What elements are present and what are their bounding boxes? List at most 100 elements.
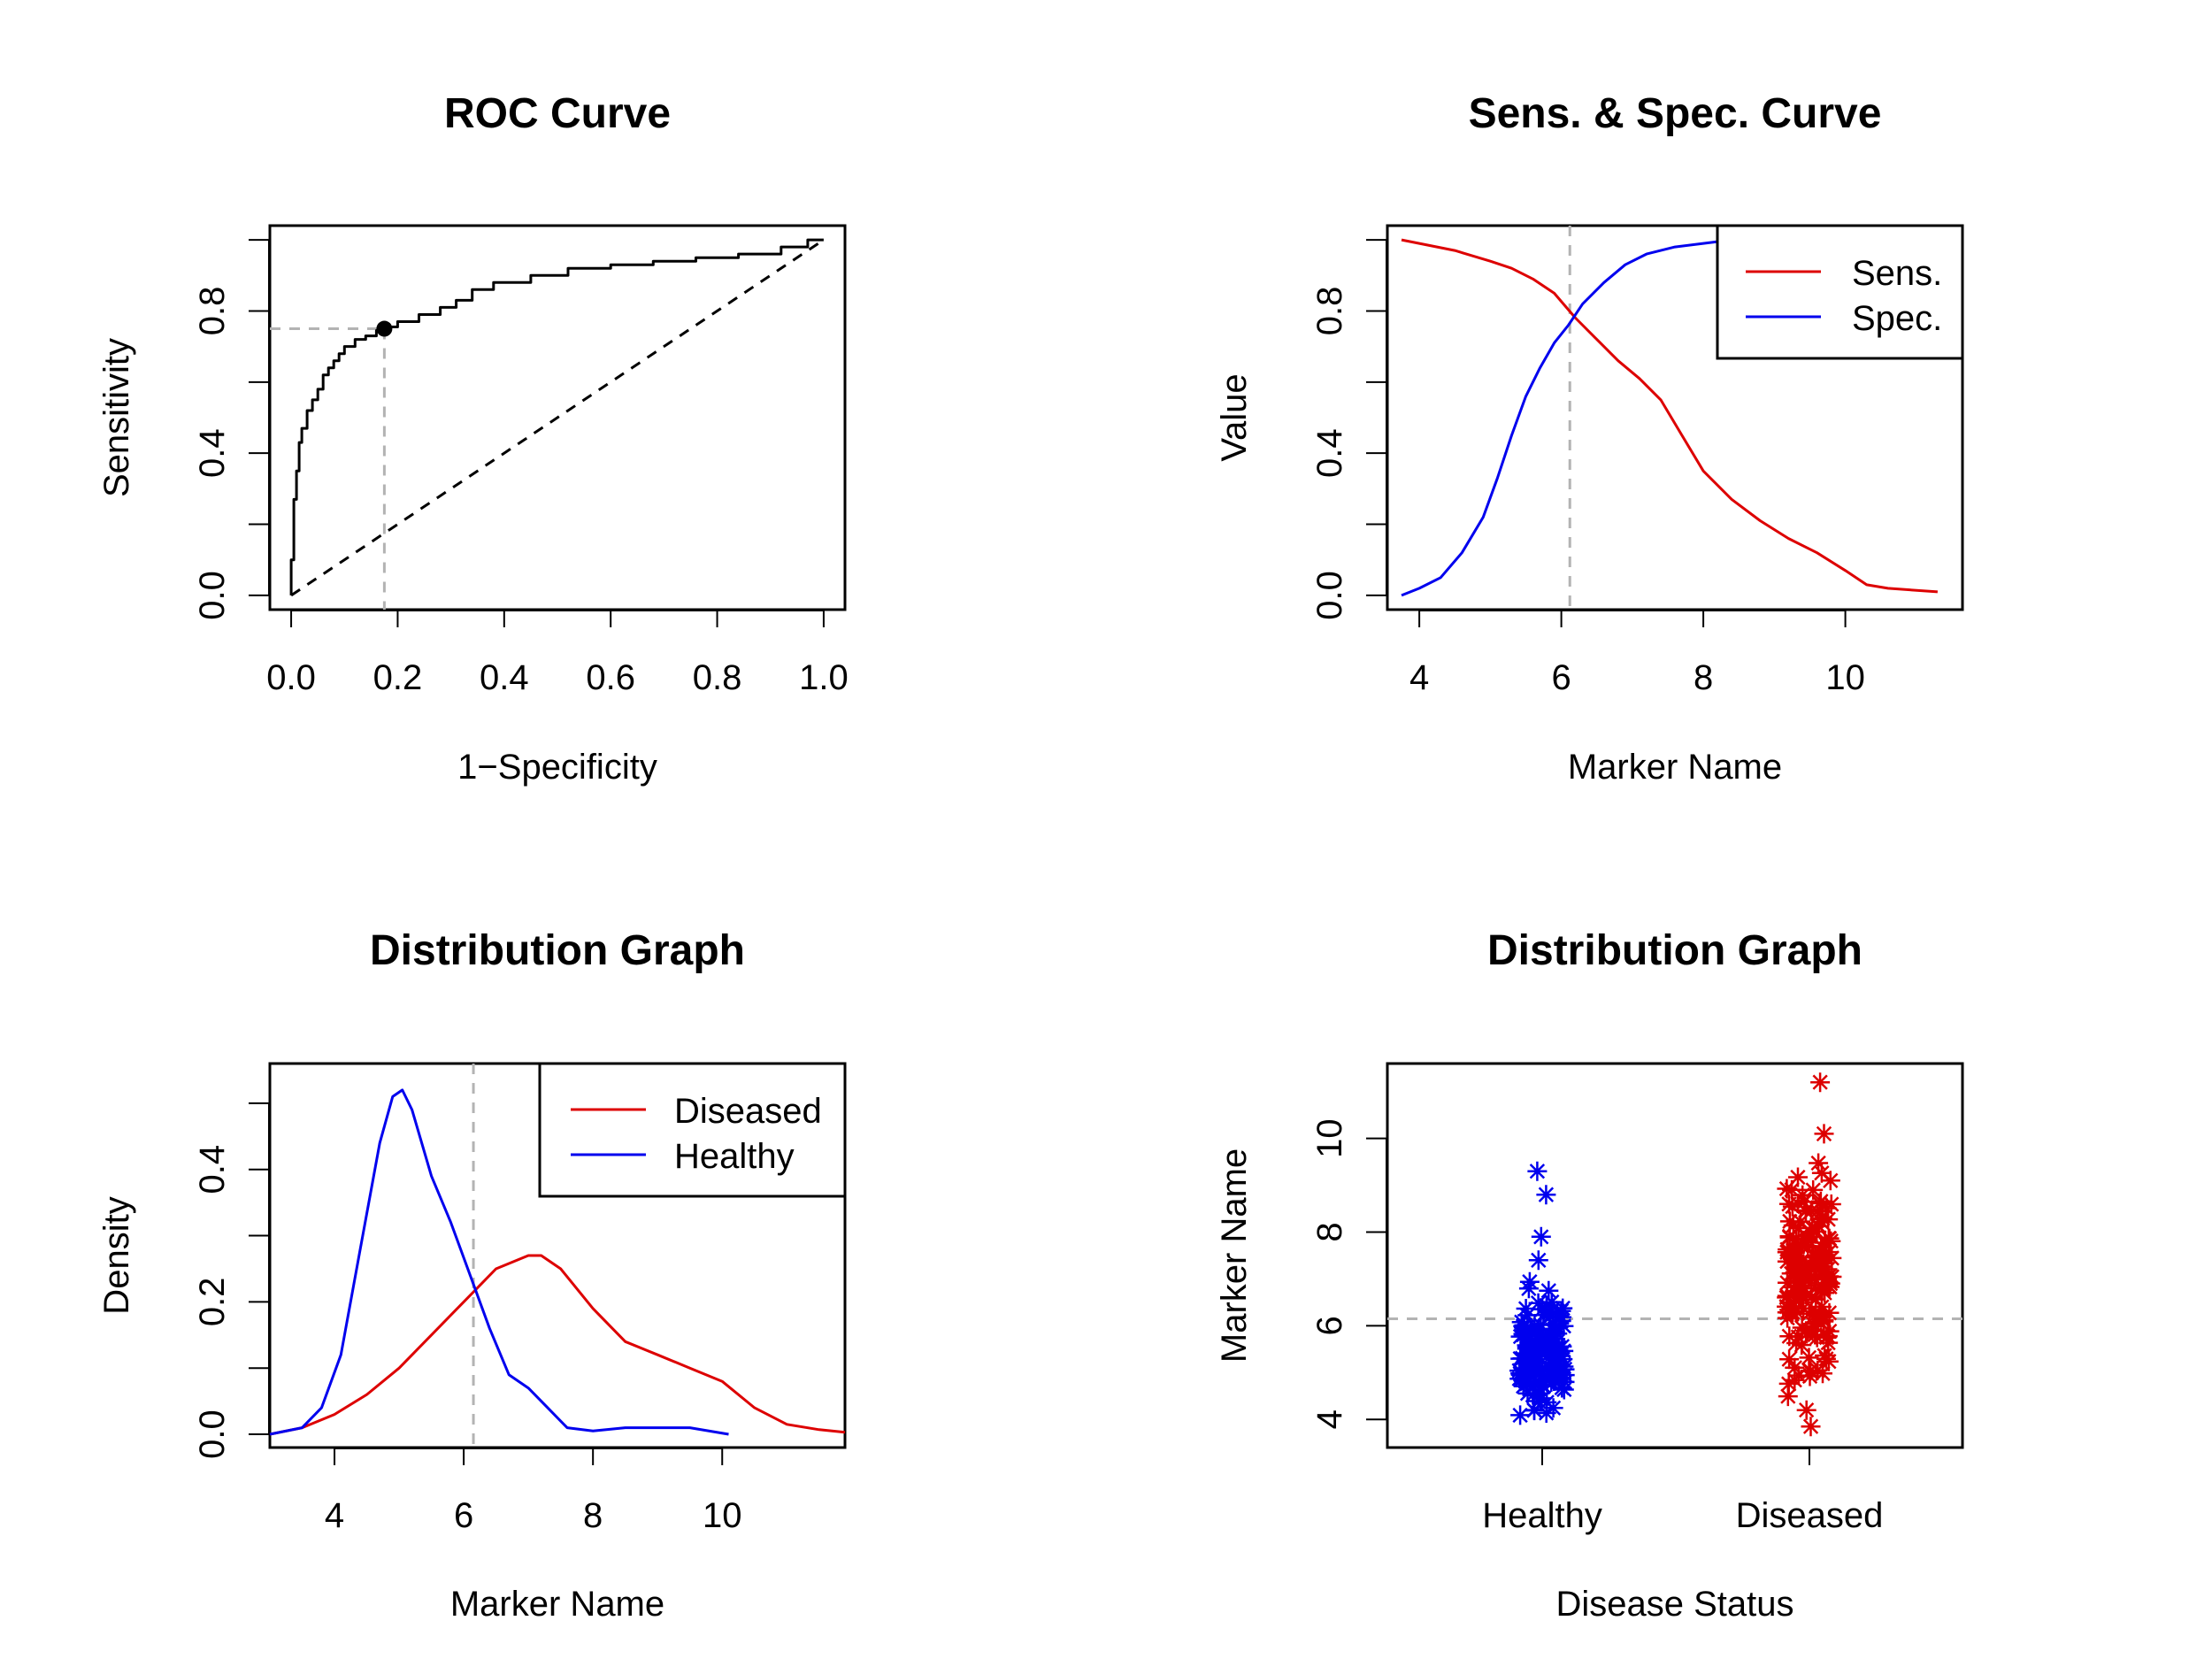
diseased-point <box>1801 1417 1821 1437</box>
density-x-axis-label: Marker Name <box>450 1585 664 1624</box>
sens-spec-legend-box <box>1716 224 1964 360</box>
roc-x-tick-label: 0.0 <box>266 658 316 697</box>
strip-y-tick-label: 10 <box>1310 1118 1349 1158</box>
diseased-point <box>1786 1301 1806 1321</box>
diseased-point <box>1787 1194 1808 1213</box>
diseased-point <box>1793 1185 1813 1205</box>
density-x-tick-label: 10 <box>703 1496 742 1535</box>
healthy-point <box>1552 1369 1571 1388</box>
healthy-point <box>1530 1383 1550 1403</box>
diseased-point <box>1808 1202 1828 1222</box>
diseased-point <box>1791 1211 1810 1232</box>
diseased-point <box>1786 1259 1807 1279</box>
sens-spec-x-tick-label: 10 <box>1825 658 1865 697</box>
density-y-axis-label: Density <box>97 1196 136 1314</box>
diseased-point <box>1792 1335 1812 1356</box>
healthy-density-line <box>269 1088 729 1436</box>
diseased-point <box>1815 1283 1835 1303</box>
healthy-point <box>1532 1299 1553 1319</box>
legend-healthy-label: Healthy <box>674 1137 795 1176</box>
healthy-point <box>1536 1403 1556 1423</box>
sens-spec-x-tick-label: 6 <box>1551 658 1571 697</box>
roc-curve <box>289 238 824 595</box>
strip-title: Distribution Graph <box>1487 927 1863 974</box>
density-y-ticks: 0.0 0.2 0.4 <box>193 1102 270 1459</box>
healthy-point <box>1517 1305 1538 1325</box>
diseased-point <box>1796 1400 1816 1420</box>
diseased-point <box>1811 1163 1832 1183</box>
healthy-point <box>1551 1301 1571 1321</box>
density-marks <box>269 1064 846 1448</box>
healthy-point <box>1537 1371 1557 1391</box>
diseased-point <box>1783 1293 1803 1313</box>
density-x-ticks: 4 6 8 10 <box>325 1448 742 1535</box>
healthy-point <box>1541 1292 1562 1312</box>
healthy-point <box>1525 1401 1545 1421</box>
diseased-point <box>1777 1251 1797 1271</box>
diseased-point <box>1782 1196 1802 1217</box>
sens-spec-x-axis-label: Marker Name <box>1568 748 1782 787</box>
healthy-point <box>1549 1307 1570 1327</box>
healthy-point <box>1540 1302 1560 1323</box>
healthy-point <box>1539 1280 1559 1301</box>
density-legend-box <box>538 1062 847 1198</box>
roc-y-tick-label: 0.0 <box>193 571 232 620</box>
diseased-point <box>1818 1333 1839 1353</box>
diseased-point <box>1787 1237 1808 1257</box>
diseased-point <box>1809 1153 1829 1173</box>
healthy-point <box>1554 1379 1574 1400</box>
healthy-point <box>1545 1318 1565 1339</box>
legend-sens-label: Sens. <box>1852 254 1942 293</box>
diseased-point <box>1783 1216 1803 1235</box>
density-panel: Distribution Graph 4 6 8 10 0.0 0.2 0.4 Marke… <box>97 927 847 1624</box>
healthy-point <box>1542 1342 1563 1362</box>
healthy-point <box>1554 1316 1574 1336</box>
diseased-point <box>1800 1361 1820 1381</box>
diseased-point <box>1815 1233 1835 1253</box>
healthy-point <box>1533 1305 1554 1325</box>
strip-y-ticks: 4 6 8 10 <box>1310 1118 1387 1429</box>
healthy-point <box>1517 1374 1537 1394</box>
healthy-point <box>1517 1358 1538 1379</box>
legend-spec-label: Spec. <box>1852 299 1942 338</box>
sens-spec-y-axis-label: Value <box>1215 373 1254 461</box>
sens-spec-legend: Sens. Spec. <box>1716 224 1964 360</box>
diseased-point <box>1778 1386 1798 1407</box>
diseased-point <box>1785 1357 1805 1378</box>
density-y-tick-label: 0.0 <box>193 1409 232 1459</box>
diseased-point <box>1809 1210 1830 1230</box>
diseased-density-line <box>269 1254 846 1436</box>
healthy-point <box>1516 1299 1536 1318</box>
strip-x-tick-label: Diseased <box>1736 1496 1884 1535</box>
healthy-point <box>1515 1343 1535 1363</box>
diseased-point <box>1779 1226 1800 1247</box>
diseased-point <box>1813 1363 1832 1384</box>
diseased-point <box>1796 1285 1816 1305</box>
diseased-point <box>1786 1229 1806 1249</box>
legend-diseased-label: Diseased <box>674 1092 822 1131</box>
sens-spec-y-ticks: 0.0 0.4 0.8 <box>1310 239 1387 620</box>
diseased-point <box>1812 1253 1832 1273</box>
diseased-point <box>1822 1248 1842 1268</box>
spec-series-line <box>1401 238 1732 597</box>
healthy-point <box>1543 1398 1563 1418</box>
density-x-tick-label: 6 <box>454 1496 473 1535</box>
diseased-point <box>1809 1246 1829 1266</box>
sens-spec-y-tick-label: 0.0 <box>1310 571 1349 620</box>
density-legend: Diseased Healthy <box>538 1062 847 1198</box>
diseased-point <box>1779 1326 1800 1347</box>
healthy-point <box>1518 1279 1539 1299</box>
diseased-point <box>1820 1171 1840 1191</box>
healthy-point <box>1536 1185 1556 1205</box>
sens-spec-y-tick-label: 0.4 <box>1310 428 1349 478</box>
density-y-tick-label: 0.2 <box>193 1278 232 1327</box>
strip-marks <box>1387 1072 1962 1437</box>
diseased-point <box>1778 1373 1799 1394</box>
diseased-point <box>1788 1218 1809 1238</box>
roc-y-axis-label: Sensitivity <box>97 338 136 497</box>
healthy-point <box>1529 1325 1549 1346</box>
healthy-point <box>1531 1226 1551 1247</box>
diseased-point <box>1821 1194 1841 1214</box>
roc-x-tick-label: 1.0 <box>799 658 849 697</box>
healthy-point <box>1541 1349 1562 1370</box>
